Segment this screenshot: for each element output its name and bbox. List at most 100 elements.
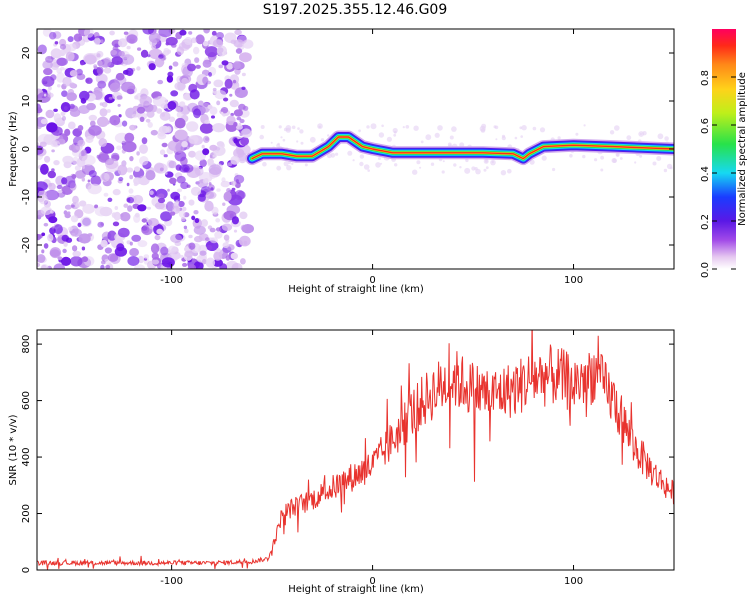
snr-panel: -100 0 100 0 200 400 600 800 Height of straight… <box>8 329 675 595</box>
noise-blob <box>225 255 231 261</box>
noise-blob <box>64 128 71 136</box>
noise-blob <box>226 204 241 215</box>
noise-blob <box>66 211 71 215</box>
noise-blob <box>202 178 209 184</box>
noise-blob <box>158 54 164 59</box>
noise-blob <box>145 118 151 123</box>
noise-blob <box>56 72 65 83</box>
noise-blob <box>148 63 156 71</box>
noise-blob <box>123 203 129 208</box>
noise-blob <box>57 256 63 261</box>
noise-blob <box>51 149 55 153</box>
x-tick-label: 0 <box>369 275 375 286</box>
noise-blob <box>198 100 204 107</box>
noise-blob <box>209 106 218 116</box>
noise-blob <box>96 53 101 58</box>
halo-dot <box>582 154 586 159</box>
noise-blob <box>109 115 121 126</box>
noise-blob <box>37 145 44 155</box>
noise-blob <box>211 30 217 36</box>
spectrogram-ylabel: Frequency (Hz) <box>8 111 19 187</box>
noise-blob <box>103 57 112 67</box>
y-tick-label: -20 <box>21 237 32 253</box>
halo-dot <box>657 133 664 140</box>
noise-blob <box>226 115 236 126</box>
noise-blob <box>233 174 245 184</box>
colorbar-gradient <box>712 29 736 269</box>
halo-dot <box>611 158 617 163</box>
halo-dot <box>594 158 598 162</box>
noise-blob <box>236 190 246 200</box>
noise-blob <box>188 234 193 239</box>
noise-blob <box>60 256 72 266</box>
noise-blob <box>37 262 41 267</box>
noise-blob <box>120 213 124 218</box>
noise-blob <box>68 226 73 232</box>
noise-blob <box>194 57 200 63</box>
halo-dot <box>639 154 643 158</box>
noise-blob <box>157 79 164 85</box>
noise-blob <box>166 75 174 83</box>
noise-blob <box>106 109 111 113</box>
halo-dot <box>475 168 481 175</box>
noise-blob <box>224 78 233 89</box>
halo-dot <box>532 126 537 131</box>
noise-blob <box>151 259 160 265</box>
noise-blob <box>37 181 48 192</box>
noise-blob <box>175 106 182 112</box>
noise-blob <box>194 235 203 243</box>
halo-dot <box>297 127 300 130</box>
noise-blob <box>80 61 85 66</box>
halo-dot <box>358 129 361 133</box>
cb-tick-label: 0.6 <box>700 118 711 134</box>
halo-dot <box>434 132 440 138</box>
spectrogram-xlabel: Height of straight line (km) <box>288 284 424 295</box>
noise-blob <box>82 165 85 169</box>
noise-blob <box>96 66 104 75</box>
noise-blob <box>40 206 53 216</box>
noise-blob <box>116 145 122 151</box>
noise-blob <box>77 125 84 131</box>
noise-blob <box>193 46 200 55</box>
noise-blob <box>188 199 195 206</box>
halo-dot <box>626 135 632 141</box>
noise-blob <box>136 66 141 71</box>
noise-blob <box>157 132 167 140</box>
noise-blob <box>70 215 79 223</box>
noise-blob <box>208 164 222 175</box>
noise-blob <box>129 124 137 131</box>
noise-blob <box>88 170 97 178</box>
noise-blob <box>53 263 66 269</box>
noise-blob <box>191 258 197 263</box>
noise-blob <box>98 138 108 147</box>
noise-blob <box>99 108 108 117</box>
noise-blob <box>90 120 96 127</box>
halo-dot <box>609 130 615 135</box>
noise-blob <box>195 64 201 69</box>
noise-blob <box>233 121 238 127</box>
noise-blob <box>37 44 47 55</box>
noise-blob <box>41 249 45 254</box>
noise-blob <box>94 37 101 45</box>
noise-blob <box>100 264 105 269</box>
noise-blob <box>239 211 248 220</box>
noise-blob <box>47 170 56 179</box>
noise-blob <box>45 109 55 119</box>
snr-ylabel: SNR (10 * v/v) <box>8 414 19 485</box>
noise-blob <box>240 258 246 265</box>
noise-blob <box>139 144 148 154</box>
noise-blob <box>103 192 109 197</box>
noise-blob <box>72 156 80 165</box>
cb-tick-label: 0.0 <box>700 262 711 278</box>
noise-blob <box>131 234 142 242</box>
noise-blob <box>231 262 243 269</box>
halo-dot <box>501 136 506 141</box>
noise-blob <box>159 149 166 155</box>
noise-blob <box>176 188 183 193</box>
noise-blob <box>210 187 214 191</box>
x-tick-label: -100 <box>160 275 183 286</box>
noise-blob <box>241 128 252 138</box>
noise-blob <box>117 103 121 107</box>
noise-blob <box>165 201 175 212</box>
